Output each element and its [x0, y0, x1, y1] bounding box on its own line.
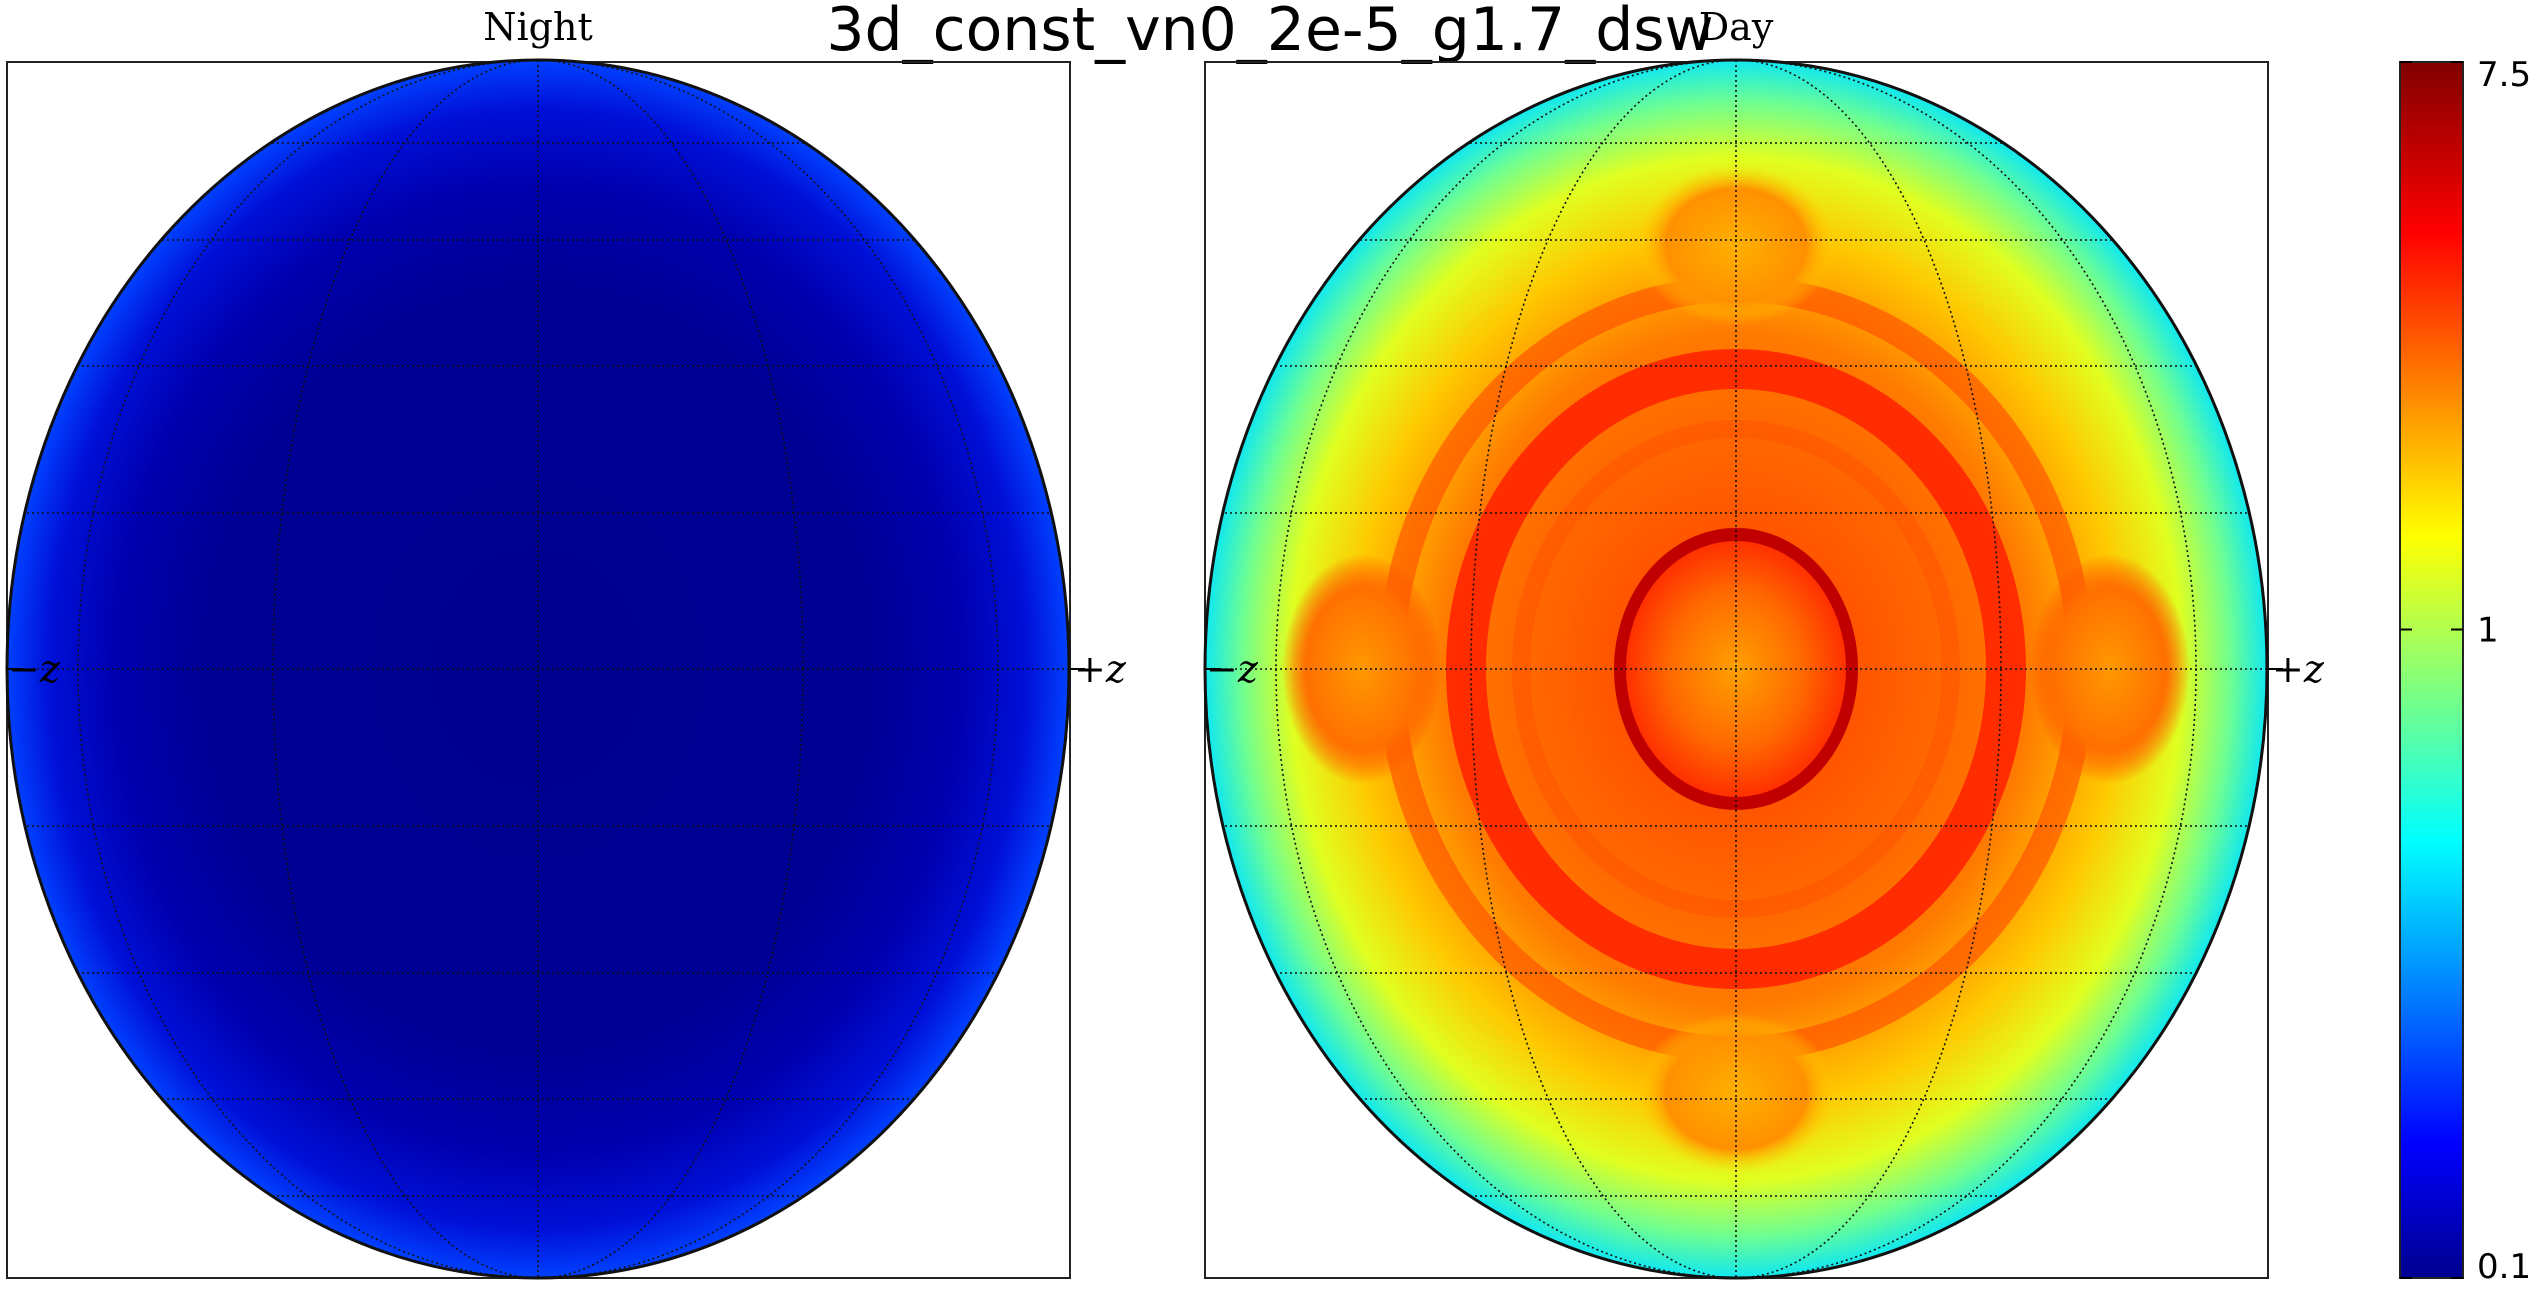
colorbar-gradient — [2399, 61, 2464, 1279]
night-lon-line — [272, 60, 804, 1278]
night-title: Night — [483, 5, 592, 49]
colorbar-ticks: 0.1 1 7.5 — [2400, 55, 2531, 1287]
night-lon-line — [77, 60, 999, 1278]
figure-title: 3d_const_vn0_2e-5_g1.7_dsw — [826, 0, 1713, 65]
day-left-label: −z — [1206, 647, 1259, 691]
night-graticule — [7, 60, 1069, 1278]
colorbar: 0.1 1 7.5 — [2399, 55, 2531, 1287]
day-right-label: +z — [2272, 647, 2325, 691]
day-panel: Day −z +z — [1203, 5, 2325, 1280]
day-field-structure — [1282, 165, 2190, 1173]
night-panel: Night −z +z — [5, 5, 1127, 1280]
night-right-label: +z — [1074, 647, 1127, 691]
day-polar-lobe-bottom — [1636, 1013, 1836, 1173]
day-lon-line — [1275, 60, 2197, 1278]
colorbar-tick-label: 0.1 — [2477, 1247, 2531, 1287]
night-left-label: −z — [8, 647, 61, 691]
day-lon-line — [1470, 60, 2002, 1278]
colorbar-tick-label: 1 — [2477, 610, 2499, 650]
day-title: Day — [1699, 5, 1774, 49]
colorbar-tick-label: 7.5 — [2477, 55, 2531, 95]
